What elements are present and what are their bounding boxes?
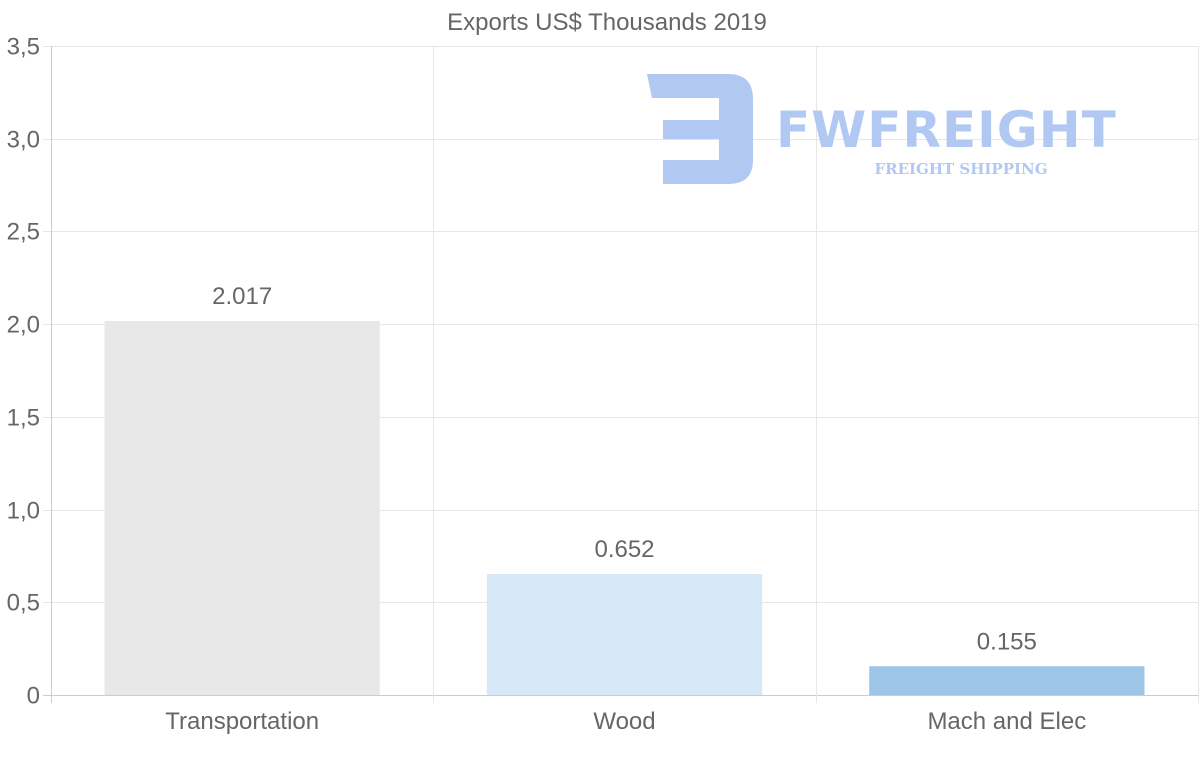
x-tick-label: Wood [593,708,655,735]
y-tick-label: 2,5 [7,219,40,246]
x-tick-label: Transportation [165,708,319,735]
y-axis-ticks: 0 0,5 1,0 1,5 2,0 2,5 3,0 3,5 [7,34,40,710]
bar [104,320,380,695]
y-tick-label: 3,0 [7,127,40,154]
watermark-tagline: FREIGHT SHIPPING [874,160,1047,178]
watermark-logo: FWFREIGHT FREIGHT SHIPPING [647,74,1117,184]
bars-layer [104,320,1145,695]
x-tick-label: Mach and Elec [927,708,1086,735]
y-tick-label: 0,5 [7,590,40,617]
data-labels: 2.017 0.652 0.155 [212,283,1037,655]
y-tick-label: 1,0 [7,498,40,525]
x-axis-categories: Transportation Wood Mach and Elec [165,708,1086,735]
y-tick-label: 0 [27,683,40,710]
chart-title: Exports US$ Thousands 2019 [447,9,767,36]
y-tick-label: 3,5 [7,34,40,61]
bar-value-label: 2.017 [212,283,272,310]
fwfreight-logo-icon [647,74,753,184]
watermark-brand: FWFREIGHT [776,101,1117,159]
y-tick-label: 2,0 [7,312,40,339]
y-tick-label: 1,5 [7,405,40,432]
bar-value-label: 0.652 [594,536,654,563]
bar [486,574,763,695]
bar [869,666,1145,695]
bar-value-label: 0.155 [977,628,1037,655]
